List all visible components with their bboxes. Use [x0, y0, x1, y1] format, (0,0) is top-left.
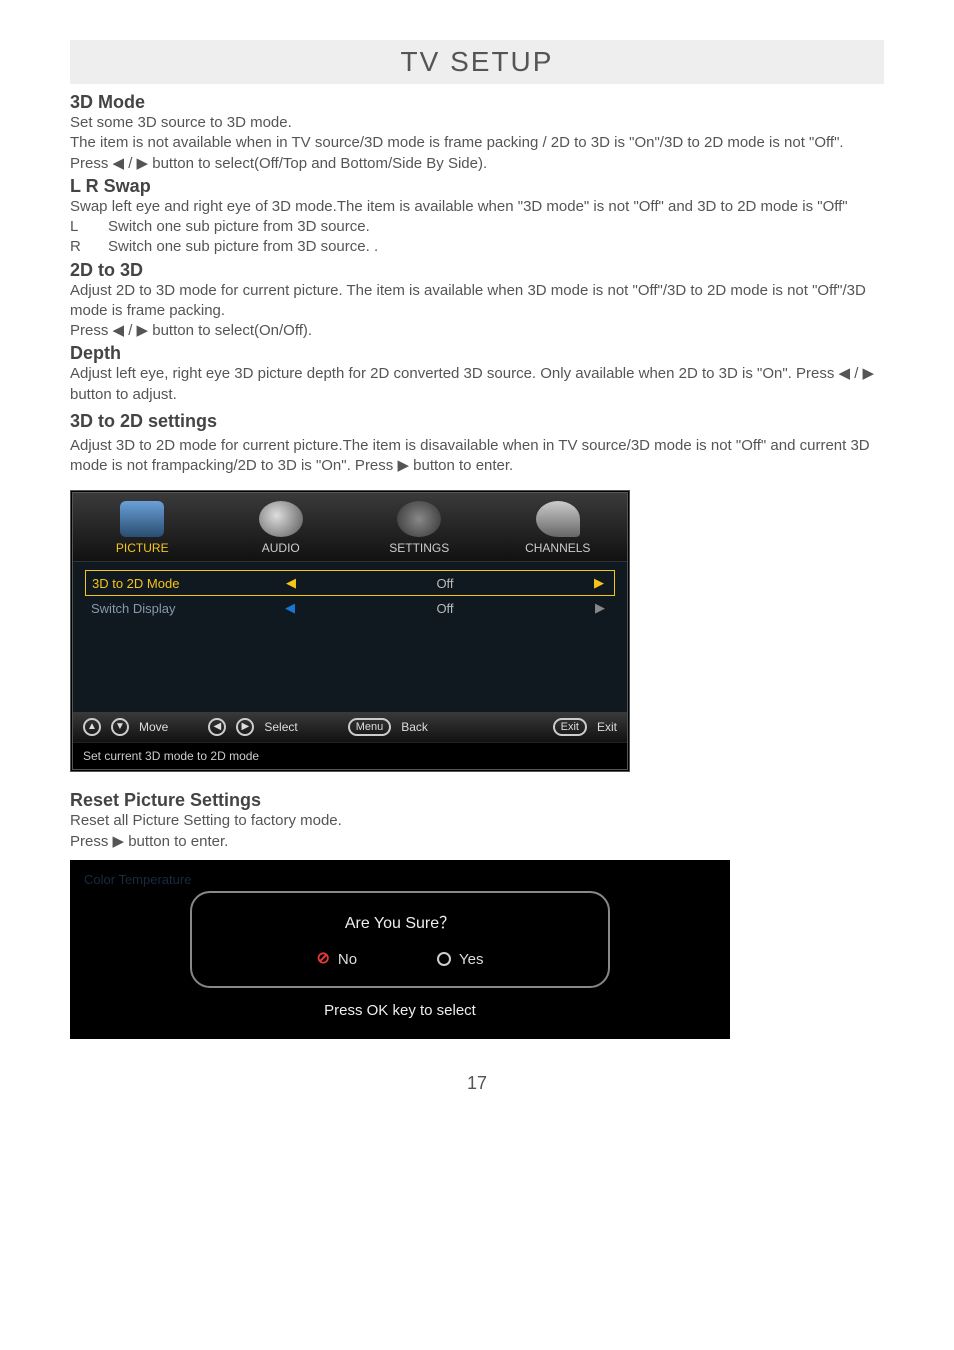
osd-tabs: PICTURE AUDIO SETTINGS CHANNELS: [73, 493, 627, 562]
heading-2d-to-3d: 2D to 3D: [70, 260, 884, 281]
confirm-dialog: Are You Sure？ ⊘ No Yes: [190, 891, 610, 988]
exit-pill: Exit: [553, 718, 587, 736]
osd-body: 3D to 2D Mode ◀ Off ▶ Switch Display ◀ O…: [73, 562, 627, 712]
osd-panel: PICTURE AUDIO SETTINGS CHANNELS 3D to 2D…: [70, 490, 630, 772]
option-no-label: No: [338, 951, 357, 968]
text-2d-to-3d-1: Adjust 2D to 3D mode for current picture…: [70, 281, 884, 322]
option-no[interactable]: ⊘ No: [316, 951, 357, 968]
menu-pill: Menu: [348, 718, 392, 736]
tab-audio[interactable]: AUDIO: [212, 493, 351, 561]
heading-3d-mode: 3D Mode: [70, 92, 884, 113]
osd-row-3d-to-2d-mode[interactable]: 3D to 2D Mode ◀ Off ▶: [85, 570, 615, 596]
def-l-key: L: [70, 217, 108, 237]
confirm-dialog-panel: Color Temperature Are You Sure？ ⊘ No Yes…: [70, 860, 730, 1039]
text-depth-1: Adjust left eye, right eye 3D picture de…: [70, 364, 884, 405]
footer-move-label: Move: [139, 720, 168, 734]
tab-settings[interactable]: SETTINGS: [350, 493, 489, 561]
tab-picture[interactable]: PICTURE: [73, 493, 212, 561]
text-2d-to-3d-2: Press ◀ / ▶ button to select(On/Off).: [70, 321, 884, 341]
text-3d-mode-1: Set some 3D source to 3D mode.: [70, 113, 884, 133]
page-title: TV SETUP: [70, 40, 884, 84]
heading-3d-to-2d: 3D to 2D settings: [70, 411, 884, 432]
osd-row-label: Switch Display: [85, 601, 275, 616]
right-arrow-icon[interactable]: ▶: [585, 600, 615, 616]
osd-row-value: Off: [306, 576, 584, 591]
radio-unselected-icon: [437, 952, 451, 966]
footer-back-label: Back: [401, 720, 428, 734]
heading-depth: Depth: [70, 343, 884, 364]
option-yes[interactable]: Yes: [437, 951, 483, 968]
text-3d-mode-2: The item is not available when in TV sou…: [70, 133, 884, 153]
text-3d-mode-3: Press ◀ / ▶ button to select(Off/Top and…: [70, 154, 884, 174]
footer-exit-label: Exit: [597, 720, 617, 734]
def-r-text: Switch one sub picture from 3D source. .: [108, 237, 378, 257]
dialog-title: Are You Sure？: [212, 909, 588, 933]
page-number: 17: [70, 1073, 884, 1094]
audio-icon: [259, 501, 303, 537]
osd-row-label: 3D to 2D Mode: [86, 576, 276, 591]
def-r-key: R: [70, 237, 108, 257]
radio-selected-icon: ⊘: [316, 951, 329, 967]
picture-icon: [120, 501, 164, 537]
down-arrow-icon: ▼: [111, 718, 129, 736]
tab-settings-label: SETTINGS: [389, 541, 449, 555]
osd-footer: ▲ ▼ Move ◀ ▶ Select Menu Back Exit Exit: [73, 712, 627, 742]
left-arrow-icon: ◀: [208, 718, 226, 736]
dialog-ghost-text: Color Temperature: [84, 872, 716, 887]
osd-row-value: Off: [305, 601, 585, 616]
option-yes-label: Yes: [459, 951, 483, 968]
text-reset-2: Press ▶ button to enter.: [70, 832, 884, 852]
right-arrow-icon[interactable]: ▶: [584, 575, 614, 591]
def-l-text: Switch one sub picture from 3D source.: [108, 217, 370, 237]
tab-channels-label: CHANNELS: [525, 541, 590, 555]
gear-icon: [397, 501, 441, 537]
lr-definitions: L Switch one sub picture from 3D source.…: [70, 217, 884, 258]
text-lr-swap-1: Swap left eye and right eye of 3D mode.T…: [70, 197, 884, 217]
heading-lr-swap: L R Swap: [70, 176, 884, 197]
footer-select-label: Select: [264, 720, 297, 734]
heading-reset: Reset Picture Settings: [70, 790, 884, 811]
text-reset-1: Reset all Picture Setting to factory mod…: [70, 811, 884, 831]
osd-row-switch-display[interactable]: Switch Display ◀ Off ▶: [85, 596, 615, 620]
left-arrow-icon[interactable]: ◀: [276, 575, 306, 591]
dialog-hint: Press OK key to select: [84, 1002, 716, 1019]
right-arrow-icon: ▶: [236, 718, 254, 736]
tab-channels[interactable]: CHANNELS: [489, 493, 628, 561]
left-arrow-icon[interactable]: ◀: [275, 600, 305, 616]
osd-hint: Set current 3D mode to 2D mode: [73, 742, 627, 769]
text-3d-to-2d-1: Adjust 3D to 2D mode for current picture…: [70, 436, 884, 477]
tab-audio-label: AUDIO: [262, 541, 300, 555]
up-arrow-icon: ▲: [83, 718, 101, 736]
dish-icon: [536, 501, 580, 537]
tab-picture-label: PICTURE: [116, 541, 169, 555]
